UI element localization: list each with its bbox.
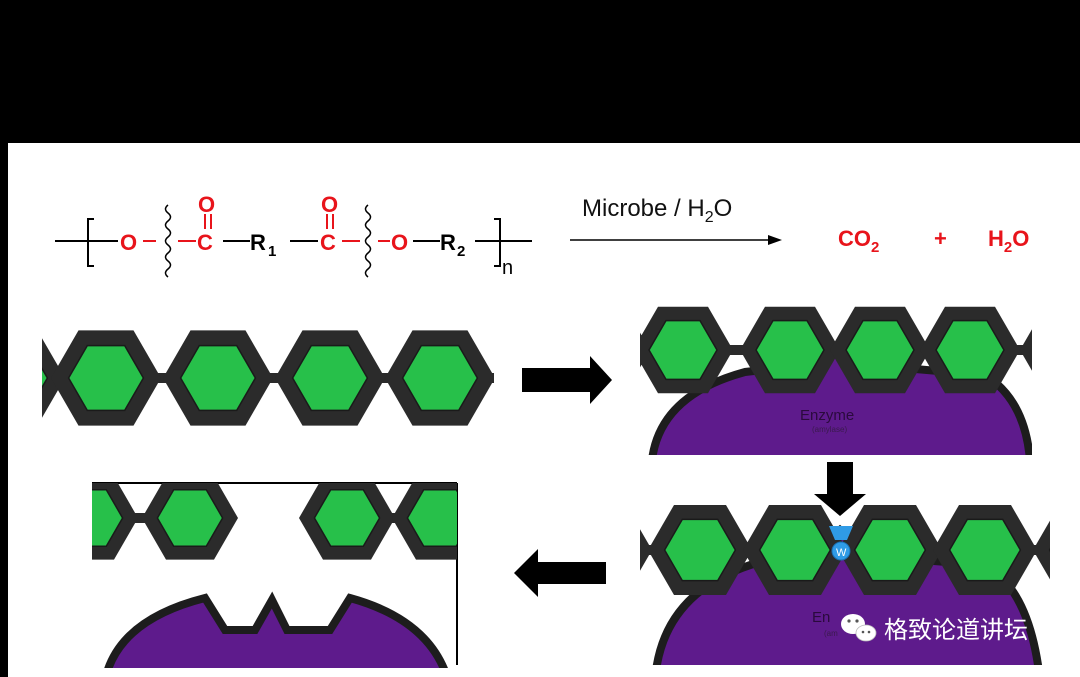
attacked-polymer-chain (640, 505, 1050, 595)
enzyme-label: Enzyme (800, 407, 854, 424)
hexagon-core (291, 344, 369, 412)
watermark: 格致论道讲坛 (841, 614, 1028, 644)
oxygen-atom: O (120, 230, 137, 255)
hexagon-core (179, 344, 257, 412)
hexagon-core (1036, 321, 1080, 380)
watermark-text: 格致论道讲坛 (884, 616, 1028, 644)
polyester-structure: O C O R 1 C O O R 2 n (55, 192, 532, 279)
hexagon-core (92, 488, 124, 548)
carbonyl-oxygen: O (321, 192, 338, 217)
cleavage-wavy-line (164, 204, 372, 278)
cleaved-fragments (92, 483, 457, 560)
plus-sign: + (934, 226, 947, 251)
hexagon-core (313, 488, 381, 548)
enzyme-binding-panel: Enzyme (amylase) (640, 306, 1080, 455)
hexagon-ring (1033, 520, 1050, 580)
water-molecule: W (829, 526, 853, 561)
repeat-unit-n: n (502, 257, 513, 279)
top-black-band (0, 0, 1080, 143)
hexagon-ring (92, 483, 138, 560)
hexagon-core (663, 518, 737, 582)
reaction-conditions: Microbe / H2O (582, 195, 732, 226)
hexagon-core (935, 319, 1005, 381)
carbon-atom: C (197, 230, 213, 255)
r1-group: R (250, 230, 266, 255)
hexagon-core (648, 319, 718, 381)
enzyme-sublabel: (am (824, 629, 838, 638)
hexagon-core (845, 319, 915, 381)
hexagon-core (853, 518, 927, 582)
oxygen-atom: O (391, 230, 408, 255)
hexagon-core (948, 518, 1022, 582)
r2-subscript: 2 (457, 243, 465, 260)
product-co2: CO2 (838, 226, 879, 256)
hexagon-core (755, 319, 825, 381)
hydrolysis-panel: En (am (640, 505, 1050, 665)
hexagon-core (401, 344, 479, 412)
arrow-left (514, 549, 606, 597)
hexagon-core (42, 367, 49, 389)
carbon-atom: C (320, 230, 336, 255)
r2-group: R (440, 230, 456, 255)
hexagon-core (406, 488, 457, 548)
water-label: W (836, 547, 847, 559)
enzyme-sublabel: (amylase) (812, 425, 847, 434)
reaction-arrow: Microbe / H2O (570, 195, 782, 245)
arrow-right (522, 356, 612, 404)
bound-polymer-chain (640, 306, 1080, 394)
hexagon-core (758, 518, 832, 582)
hexagon-core (67, 344, 145, 412)
hexagon-core (156, 488, 224, 548)
hexagon-ring (640, 529, 652, 571)
wechat-icon (841, 614, 877, 642)
carbonyl-oxygen: O (198, 192, 215, 217)
arrow-down (814, 462, 866, 516)
hexagon-core (1048, 547, 1050, 553)
r1-subscript: 1 (268, 243, 276, 260)
hexagon-ring (1020, 329, 1032, 371)
reaction-products: CO2 + H2O (838, 226, 1029, 256)
cleaved-products-panel (92, 482, 458, 668)
intact-polymer-chain (42, 330, 494, 426)
enzyme-label: En (812, 609, 830, 626)
product-h2o: H2O (988, 226, 1029, 256)
enzyme-body-released (104, 591, 448, 668)
